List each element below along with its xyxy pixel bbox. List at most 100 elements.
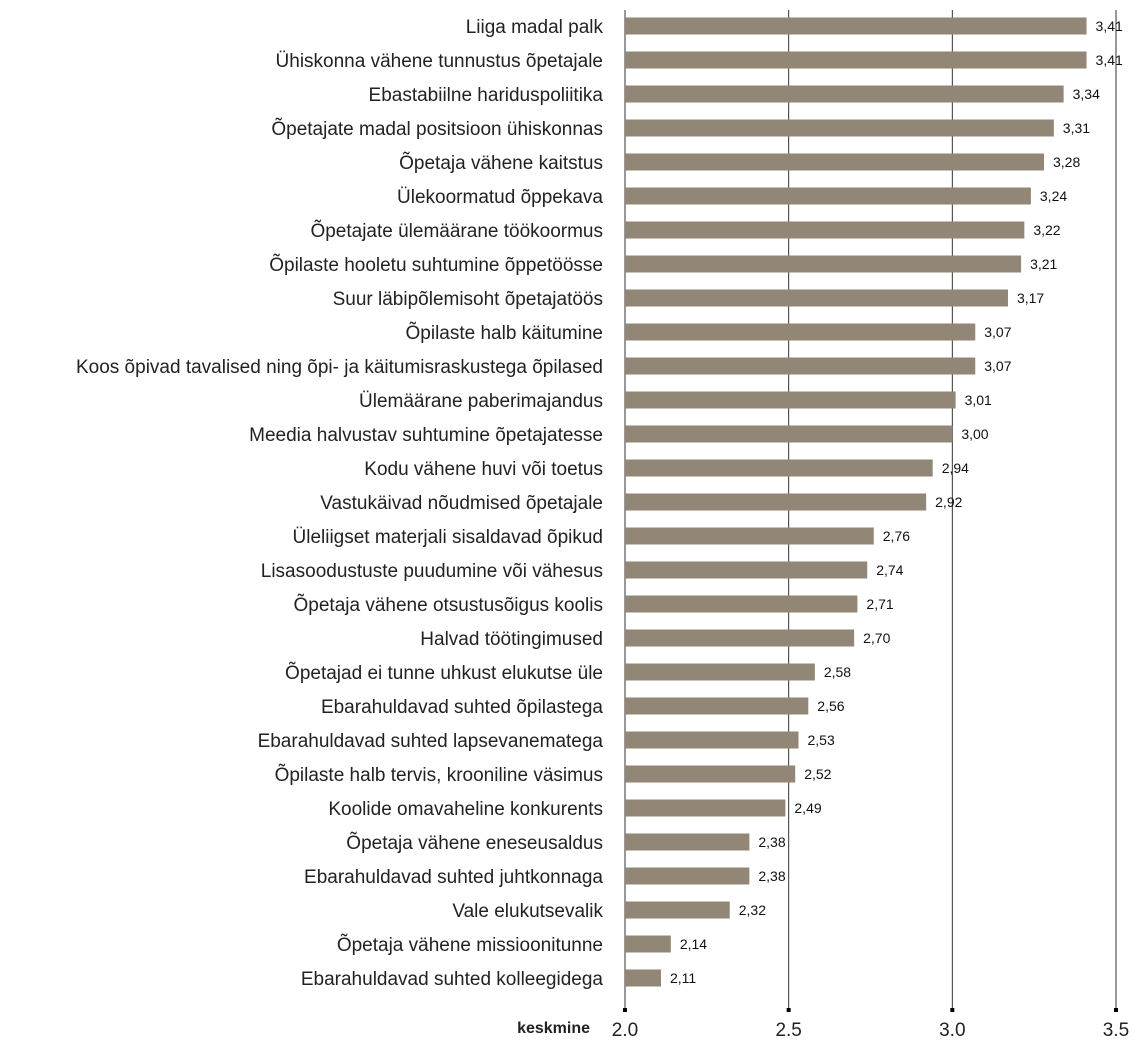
- value-label: 2,49: [794, 800, 821, 816]
- category-label: Liiga madal palk: [466, 17, 604, 38]
- category-label: Kodu vähene huvi või toetus: [364, 459, 603, 480]
- category-label: Vastukäivad nõudmised õpetajale: [320, 493, 603, 514]
- category-label: Õpetaja vähene kaitstus: [399, 152, 603, 174]
- bar: [625, 425, 953, 443]
- value-label: 3,24: [1040, 188, 1067, 204]
- value-label: 2,53: [807, 732, 834, 748]
- category-label: Õpilaste halb tervis, krooniline väsimus: [275, 764, 603, 786]
- category-label: Ülekoormatud õppekava: [397, 187, 603, 208]
- value-label: 2,70: [863, 630, 890, 646]
- bar: [625, 629, 855, 647]
- bar: [625, 901, 730, 919]
- x-tick-label: 2.5: [775, 1020, 801, 1041]
- category-label: Lisasoodustuste puudumine või vähesus: [261, 561, 603, 582]
- value-label: 2,74: [876, 562, 903, 578]
- x-axis: 2.0 2.5 3.0 3.5: [612, 1008, 1129, 1041]
- bar: [625, 731, 799, 749]
- bar: [625, 255, 1022, 273]
- x-tick-label: 2.0: [612, 1020, 638, 1041]
- value-label: 2,38: [758, 868, 785, 884]
- bar: [625, 867, 750, 885]
- value-label: 3,22: [1033, 222, 1060, 238]
- value-label: 2,58: [824, 664, 851, 680]
- bar: [625, 289, 1008, 307]
- value-label: 3,17: [1017, 290, 1044, 306]
- x-tick-label: 3.5: [1103, 1020, 1129, 1041]
- bar: [625, 391, 956, 409]
- value-label: 3,07: [984, 324, 1011, 340]
- value-label: 2,14: [680, 936, 707, 952]
- value-label: 2,92: [935, 494, 962, 510]
- bar: [625, 85, 1064, 103]
- bar: [625, 459, 933, 477]
- category-label: Ebarahuldavad suhted lapsevanematega: [258, 731, 604, 752]
- category-label: Ebarahuldavad suhted õpilastega: [321, 697, 603, 718]
- value-label: 3,34: [1073, 86, 1100, 102]
- category-label: Halvad töötingimused: [420, 629, 603, 650]
- bar: [625, 221, 1025, 239]
- bar: [625, 833, 750, 851]
- category-label: Õpilaste hooletu suhtumine õppetöösse: [269, 254, 603, 276]
- value-label: 3,21: [1030, 256, 1057, 272]
- value-label: 3,00: [961, 426, 988, 442]
- category-label: Õpetajate madal positsioon ühiskonnas: [271, 118, 603, 140]
- value-label: 2,76: [883, 528, 910, 544]
- bar: [625, 527, 874, 545]
- bars: [625, 17, 1087, 987]
- bar: [625, 153, 1044, 171]
- category-label: Ülemäärane paberimajandus: [359, 391, 603, 412]
- bar: [625, 561, 868, 579]
- x-tick-mark: [786, 1008, 791, 1012]
- bar: [625, 935, 671, 953]
- value-label: 2,38: [758, 834, 785, 850]
- category-label: Üleliigset materjali sisaldavad õpikud: [293, 527, 604, 548]
- category-label: Õpetajate ülemäärane töökoormus: [310, 220, 603, 242]
- category-label: Vale elukutsevalik: [452, 901, 603, 922]
- category-label: Õpetaja vähene eneseusaldus: [346, 832, 603, 854]
- bar: [625, 595, 858, 613]
- category-label: Koolide omavaheline konkurents: [328, 799, 603, 820]
- category-label: Õpilaste halb käitumine: [406, 322, 604, 344]
- category-label: Koos õpivad tavalised ning õpi- ja käitu…: [76, 357, 603, 378]
- category-labels: Liiga madal palk Ühiskonna vähene tunnust…: [76, 17, 604, 990]
- bar: [625, 697, 809, 715]
- bar: [625, 323, 976, 341]
- category-label: Ühiskonna vähene tunnustus õpetajale: [276, 51, 603, 72]
- value-label: 3,07: [984, 358, 1011, 374]
- bar: [625, 17, 1087, 35]
- value-label: 2,71: [866, 596, 893, 612]
- value-label: 2,56: [817, 698, 844, 714]
- bar: [625, 765, 796, 783]
- value-label: 2,32: [739, 902, 766, 918]
- x-tick-mark: [950, 1008, 955, 1012]
- value-label: 2,52: [804, 766, 831, 782]
- x-tick-mark: [623, 1008, 627, 1012]
- bar: [625, 799, 786, 817]
- bar: [625, 187, 1031, 205]
- category-label: Ebastabiilne hariduspoliitika: [369, 85, 604, 106]
- value-labels: 3,41 3,41 3,34 3,31 3,28 3,24 3,22 3,21 3,17 3,07…: [670, 18, 1123, 986]
- value-label: 3,41: [1096, 52, 1123, 68]
- value-label: 2,94: [942, 460, 969, 476]
- category-label: Õpetaja vähene otsustusõigus koolis: [294, 594, 603, 616]
- bar: [625, 357, 976, 375]
- x-tick-label: 3.0: [939, 1020, 965, 1041]
- bar: [625, 493, 927, 511]
- value-label: 3,31: [1063, 120, 1090, 136]
- value-label: 3,28: [1053, 154, 1080, 170]
- category-label: Meedia halvustav suhtumine õpetajatesse: [249, 425, 603, 446]
- x-tick-mark: [1114, 1008, 1118, 1012]
- value-label: 3,41: [1096, 18, 1123, 34]
- value-label: 2,11: [670, 970, 696, 986]
- category-label: Ebarahuldavad suhted kolleegidega: [301, 969, 604, 990]
- category-label: Õpetajad ei tunne uhkust elukutse üle: [285, 662, 603, 684]
- x-axis-title: keskmine: [517, 1020, 590, 1037]
- value-label: 3,01: [965, 392, 992, 408]
- category-label: Õpetaja vähene missioonitunne: [337, 934, 603, 956]
- bar: [625, 969, 662, 987]
- bar: [625, 119, 1054, 137]
- category-label: Suur läbipõlemisoht õpetajatöös: [333, 289, 603, 310]
- bar: [625, 663, 815, 681]
- bar: [625, 51, 1087, 69]
